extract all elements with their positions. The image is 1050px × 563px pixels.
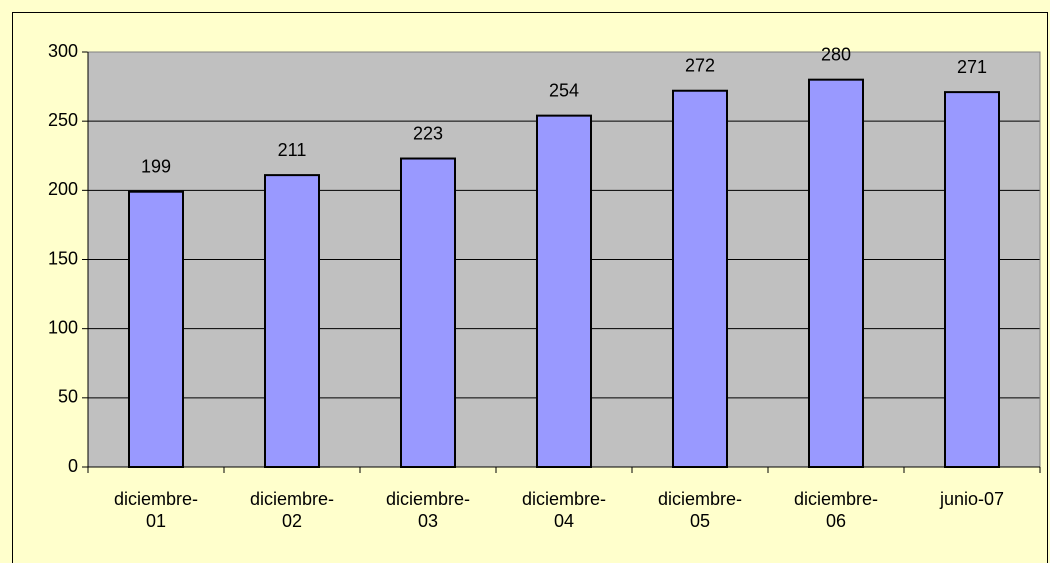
y-tick-label: 250 bbox=[48, 110, 78, 130]
bar bbox=[128, 190, 184, 468]
data-label: 223 bbox=[413, 123, 443, 143]
bar bbox=[808, 78, 864, 469]
y-tick-label: 150 bbox=[48, 248, 78, 268]
y-tick-label: 50 bbox=[58, 387, 78, 407]
x-tick-label: diciembre-01 bbox=[113, 489, 199, 531]
y-tick-label: 300 bbox=[48, 41, 78, 61]
y-tick-label: 200 bbox=[48, 179, 78, 199]
x-tick-label: diciembre-02 bbox=[249, 489, 335, 531]
x-tick-label: diciembre-04 bbox=[521, 489, 607, 531]
data-label: 254 bbox=[549, 80, 579, 100]
bar bbox=[672, 89, 728, 468]
data-label: 199 bbox=[141, 156, 171, 176]
bar bbox=[944, 91, 1000, 468]
bar bbox=[264, 174, 320, 468]
data-label: 272 bbox=[685, 55, 715, 75]
x-tick-label: diciembre-03 bbox=[385, 489, 471, 531]
x-tick-label: diciembre-05 bbox=[657, 489, 743, 531]
y-tick-label: 0 bbox=[68, 456, 78, 476]
bar bbox=[536, 114, 592, 468]
data-label: 211 bbox=[278, 140, 307, 160]
x-tick-label: junio-07 bbox=[939, 489, 1005, 509]
data-label: 280 bbox=[821, 44, 851, 64]
data-label: 271 bbox=[957, 57, 987, 77]
y-tick-label: 100 bbox=[48, 317, 78, 337]
bar bbox=[400, 157, 456, 468]
x-tick-label: diciembre-06 bbox=[793, 489, 879, 531]
